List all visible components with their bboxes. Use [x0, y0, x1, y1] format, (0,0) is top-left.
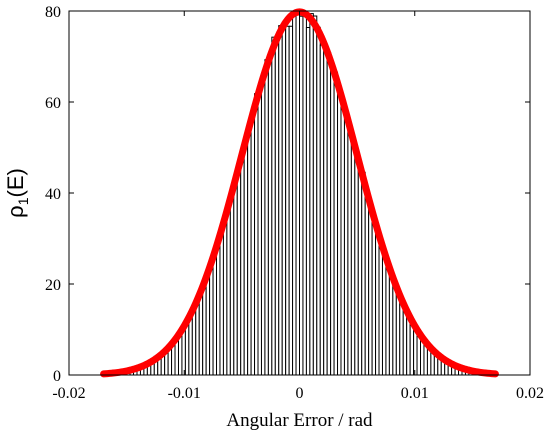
- histogram-bar: [292, 12, 297, 376]
- x-tick-label: -0.01: [168, 385, 201, 402]
- histogram-bar: [254, 93, 259, 376]
- histogram-bar: [281, 21, 287, 376]
- histogram-bar: [395, 290, 401, 376]
- histogram-bar: [250, 117, 256, 376]
- histogram-bar: [299, 15, 304, 376]
- histogram-bar: [354, 156, 359, 376]
- histogram-bar: [378, 244, 383, 376]
- histogram-bar: [340, 100, 345, 376]
- x-tick-label: 0: [296, 385, 304, 402]
- y-tick-label: 80: [45, 4, 61, 21]
- histogram-bar: [205, 270, 211, 376]
- y-axis-label-tail: (E): [3, 168, 28, 197]
- x-tick-label: 0.02: [516, 385, 544, 402]
- histogram-bar: [388, 276, 394, 376]
- y-tick-label: 40: [45, 186, 61, 203]
- histogram-bar: [285, 25, 290, 376]
- histogram-bar: [350, 141, 356, 376]
- histogram-bar: [198, 290, 204, 376]
- histogram-bar: [385, 266, 390, 376]
- histogram-bar: [302, 15, 307, 376]
- x-tick-label: -0.02: [52, 385, 85, 402]
- histogram-bar: [381, 251, 387, 376]
- x-tick-label: 0.01: [401, 385, 429, 402]
- histogram-bar: [278, 25, 283, 376]
- histogram-bar: [326, 51, 332, 376]
- histogram-bar: [271, 36, 276, 376]
- histogram-bar: [330, 62, 335, 376]
- histogram-bar: [333, 71, 339, 376]
- histogram-bar: [399, 300, 404, 376]
- histogram-bar: [312, 15, 318, 376]
- histogram-bar: [309, 13, 314, 376]
- y-tick-label: 0: [53, 368, 61, 385]
- histogram-bar: [288, 25, 294, 376]
- histogram-bar: [212, 255, 218, 376]
- axes: -0.02 -0.01 0 0.01 0.02 0 20 40 60 80: [45, 4, 544, 402]
- histogram-bar: [216, 241, 221, 376]
- histogram-bar: [233, 175, 238, 376]
- histogram-bar: [305, 27, 311, 376]
- histogram-bar: [226, 201, 231, 376]
- y-tick-label: 20: [45, 277, 61, 294]
- histogram-bar: [295, 13, 301, 376]
- histogram-bar: [222, 218, 228, 376]
- histogram-bar: [247, 123, 252, 376]
- histogram-bar: [260, 74, 266, 376]
- histogram-bar: [413, 328, 418, 376]
- histogram-bar: [202, 282, 207, 376]
- histogram-bar: [343, 110, 349, 376]
- histogram-bar: [264, 59, 269, 376]
- histogram-bar: [316, 26, 321, 376]
- x-axis-label: Angular Error / rad: [226, 410, 373, 431]
- histogram-bar: [323, 51, 328, 376]
- histogram-bar: [319, 44, 325, 376]
- histogram-bar: [240, 152, 245, 376]
- histogram-bar: [243, 137, 249, 376]
- y-axis-label: ρ1(E): [3, 168, 31, 218]
- histogram-bar: [188, 315, 193, 376]
- y-tick-label: 60: [45, 95, 61, 112]
- histogram-bar: [257, 95, 262, 376]
- histogram-bar: [347, 127, 352, 376]
- histogram-bar: [375, 229, 380, 376]
- histogram-bar: [267, 58, 273, 376]
- histogram-bars: [108, 12, 491, 376]
- histogram-bar: [364, 189, 370, 376]
- histogram-bar: [229, 189, 235, 376]
- histogram-bar: [361, 171, 366, 376]
- histogram-bar: [357, 169, 363, 376]
- y-axis-label-main: ρ: [3, 205, 28, 218]
- histogram-bar: [368, 202, 373, 376]
- histogram-bar: [274, 43, 280, 376]
- y-axis-label-subscript: 1: [15, 197, 31, 205]
- histogram-bar: [236, 171, 242, 376]
- histogram-bar: [209, 264, 214, 376]
- histogram-bar: [191, 308, 197, 376]
- histogram-bar: [337, 87, 342, 376]
- histogram-bar: [371, 216, 377, 376]
- histogram-bar: [219, 231, 224, 376]
